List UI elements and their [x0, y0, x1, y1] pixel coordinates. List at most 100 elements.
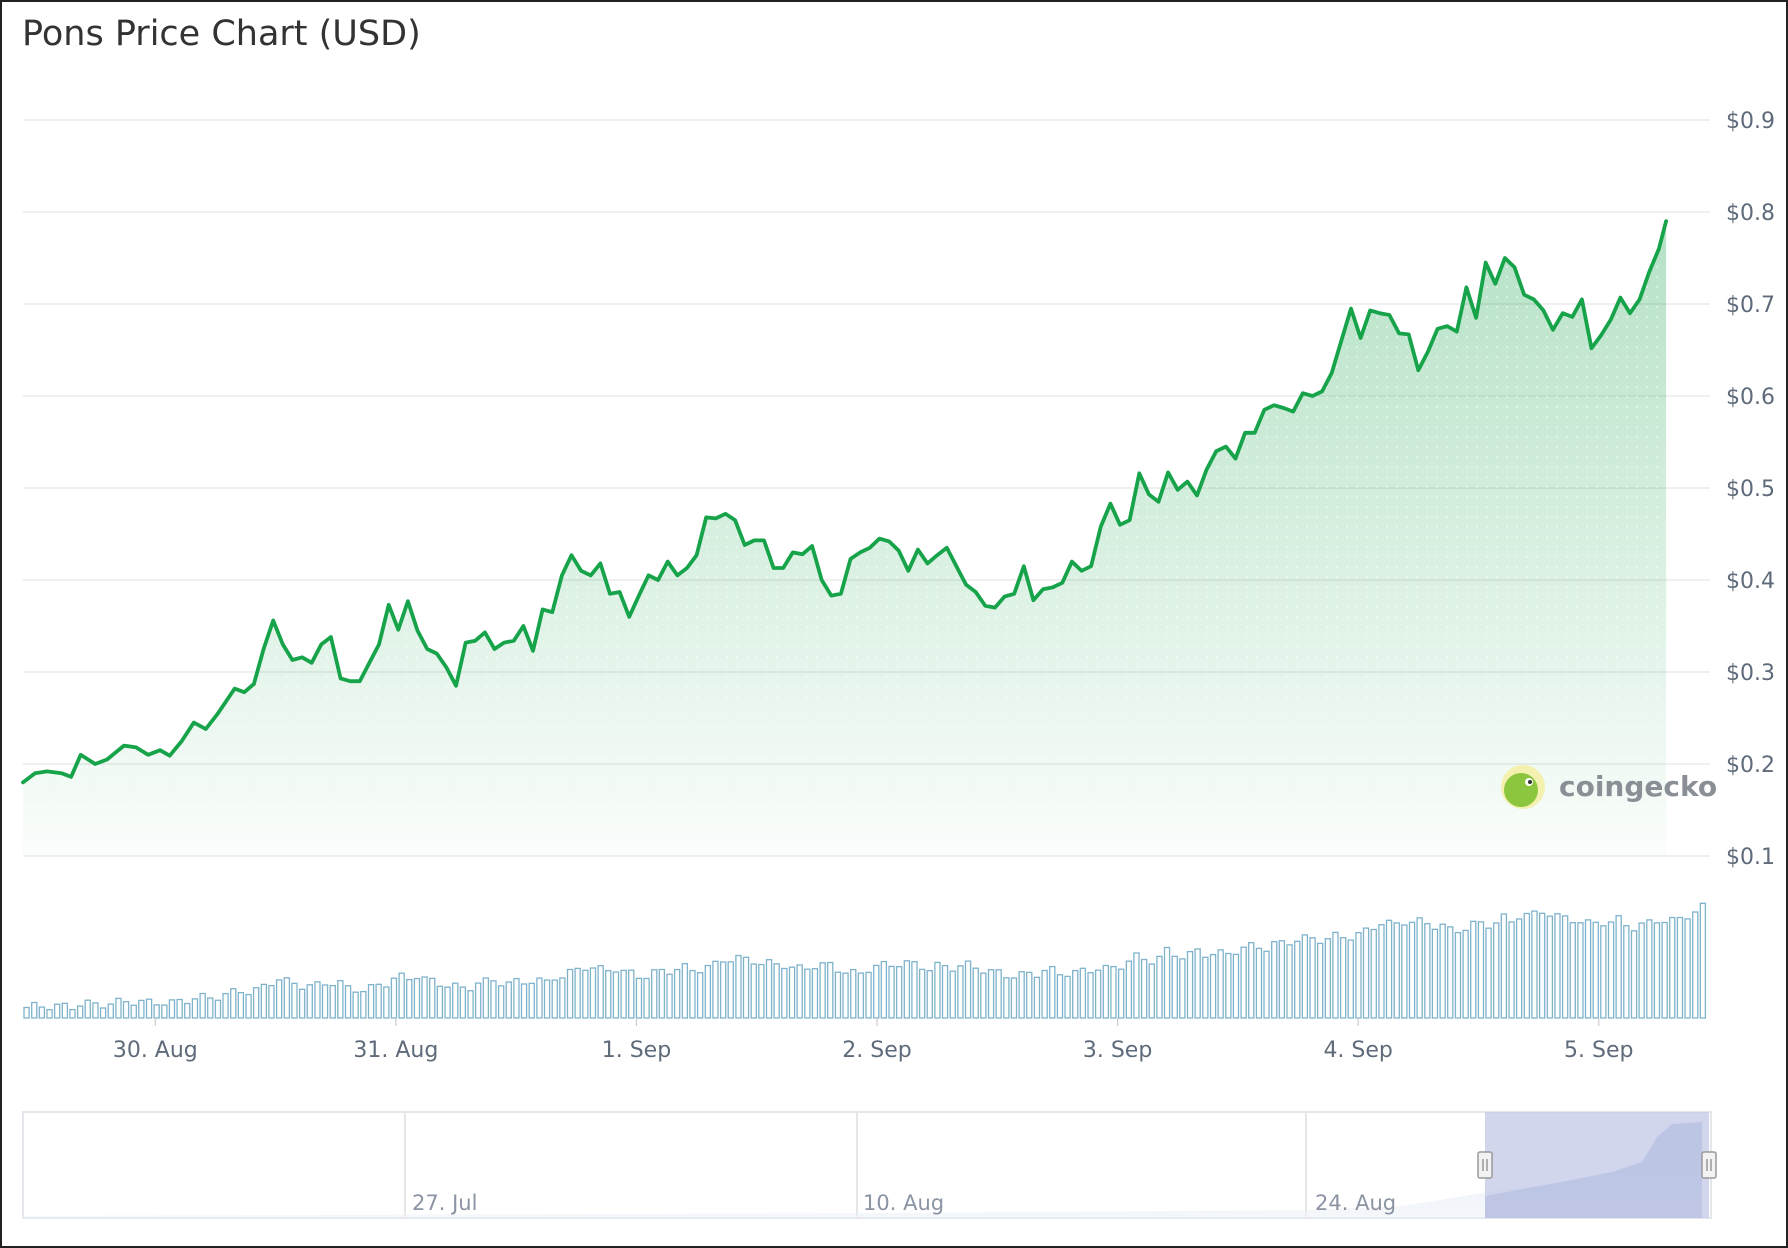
- volume-bar: [673, 968, 681, 1019]
- volume-bar: [1500, 913, 1508, 1019]
- volume-bar: [230, 988, 237, 1019]
- y-tick-label: $0.1: [1726, 845, 1775, 870]
- navigator-handle-right[interactable]: [1701, 1151, 1717, 1179]
- volume-bar: [666, 973, 673, 1019]
- price-line: [21, 219, 1668, 785]
- volume-bar: [1401, 924, 1408, 1019]
- volume-bar: [130, 1004, 137, 1019]
- volume-bar: [207, 997, 214, 1019]
- volume-bar: [1600, 925, 1607, 1019]
- volume-bar: [444, 986, 451, 1019]
- x-tick-label: 5. Sep: [1564, 1038, 1633, 1063]
- volume-bar: [1646, 919, 1653, 1019]
- volume-bar: [1102, 964, 1110, 1019]
- volume-bar: [1049, 965, 1056, 1019]
- volume-bar: [551, 979, 558, 1019]
- volume-bar: [880, 960, 888, 1019]
- volume-bar: [1493, 922, 1500, 1019]
- navigator-selected-series: [1485, 1122, 1702, 1218]
- volume-bar: [1041, 969, 1048, 1019]
- chart-title: Pons Price Chart (USD): [22, 14, 421, 54]
- volume-bar: [605, 969, 612, 1019]
- volume-bar: [1332, 931, 1339, 1019]
- volume-bar: [1255, 947, 1263, 1019]
- volume-bar: [536, 977, 543, 1019]
- y-tick-label: $0.9: [1726, 109, 1775, 134]
- volume-bar: [268, 984, 275, 1019]
- volume-bar: [1202, 956, 1209, 1019]
- volume-bar: [696, 972, 704, 1019]
- volume-bar: [719, 961, 727, 1019]
- volume-bar: [46, 1009, 53, 1019]
- gecko-logo-icon: [1501, 765, 1545, 809]
- volume-bar: [199, 992, 206, 1019]
- volume-bar: [957, 965, 964, 1019]
- volume-bar: [651, 969, 658, 1019]
- volume-bar: [1424, 923, 1431, 1019]
- volume-bar: [834, 971, 842, 1019]
- volume-bar: [222, 992, 229, 1019]
- volume-bar: [689, 969, 696, 1019]
- volume-bar: [474, 982, 482, 1019]
- volume-bar: [314, 981, 321, 1019]
- volume-bar: [1179, 958, 1186, 1019]
- volume-bar: [1523, 912, 1531, 1019]
- volume-bar: [612, 971, 620, 1019]
- volume-bar: [1064, 975, 1071, 1019]
- volume-bar: [490, 980, 497, 1019]
- y-tick-label: $0.5: [1726, 477, 1775, 502]
- volume-bar: [1554, 913, 1561, 1019]
- navigator-handle-left[interactable]: [1477, 1151, 1493, 1179]
- volume-bar: [513, 977, 520, 1019]
- volume-bar: [597, 965, 604, 1019]
- volume-bar: [857, 972, 865, 1019]
- volume-bar: [1140, 958, 1148, 1019]
- volume-bar: [1163, 946, 1171, 1019]
- volume-bar: [1294, 940, 1301, 1019]
- volume-bar: [1194, 948, 1201, 1019]
- volume-bar: [1133, 952, 1140, 1019]
- volume-bar: [1117, 968, 1125, 1019]
- volume-bar: [1561, 915, 1569, 1019]
- volume-bar: [643, 977, 650, 1019]
- volume-bar: [1186, 950, 1194, 1019]
- volume-bar: [1026, 971, 1033, 1019]
- volume-bar: [1079, 967, 1087, 1019]
- range-navigator[interactable]: 27. Jul 10. Aug 24. Aug: [22, 1111, 1717, 1219]
- volume-bar: [1546, 915, 1554, 1019]
- volume-bar: [107, 1003, 114, 1019]
- navigator-frame: [22, 1111, 1712, 1219]
- volume-bar: [1018, 971, 1025, 1019]
- volume-bar: [1669, 916, 1676, 1019]
- volume-bar: [773, 963, 780, 1019]
- volume-bar: [344, 985, 352, 1019]
- volume-bar: [99, 1007, 107, 1019]
- volume-bar: [865, 971, 872, 1019]
- volume-bar: [260, 983, 268, 1019]
- volume-bar: [390, 977, 398, 1019]
- volume-bar: [352, 991, 359, 1019]
- volume-bar: [1355, 932, 1362, 1019]
- volume-bar: [1087, 972, 1094, 1019]
- volume-bar: [796, 964, 803, 1019]
- volume-bar: [1439, 923, 1446, 1019]
- volume-bar: [949, 970, 956, 1019]
- volume-bar: [888, 965, 895, 1019]
- volume-bar: [1003, 977, 1010, 1019]
- volume-bar: [1347, 939, 1354, 1019]
- y-tick-label: $0.2: [1726, 753, 1775, 778]
- volume-bar: [1309, 937, 1316, 1019]
- volume-bar: [38, 1006, 46, 1019]
- volume-bar: [804, 968, 811, 1019]
- volume-bar: [1584, 919, 1592, 1019]
- volume-bar: [1447, 926, 1454, 1019]
- volume-bar: [214, 999, 222, 1019]
- x-tick-label: 1. Sep: [602, 1038, 671, 1063]
- volume-bar: [168, 999, 176, 1019]
- volume-bar: [895, 966, 903, 1019]
- volume-bar: [1538, 912, 1546, 1019]
- volume-bar: [1477, 921, 1485, 1019]
- volume-bar: [360, 990, 367, 1019]
- volume-bar: [788, 966, 796, 1019]
- volume-bar: [1110, 965, 1117, 1019]
